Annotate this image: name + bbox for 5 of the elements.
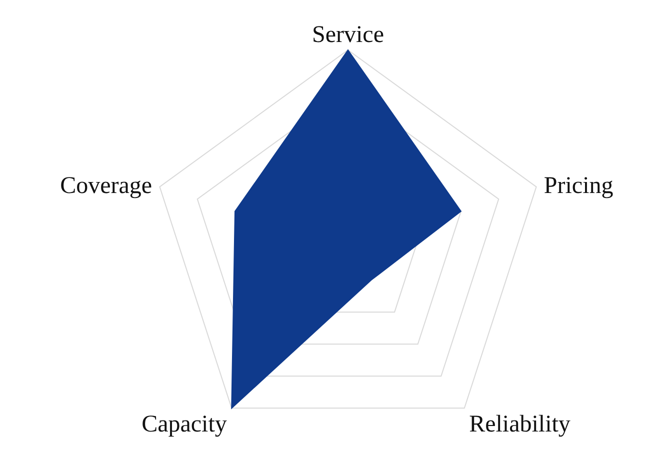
spoke-label: Service: [312, 22, 384, 48]
spoke-label: Reliability: [469, 412, 570, 438]
spoke-label: Pricing: [544, 172, 614, 199]
spoke-label: Capacity: [142, 412, 227, 438]
spoke-label: Coverage: [60, 172, 152, 199]
